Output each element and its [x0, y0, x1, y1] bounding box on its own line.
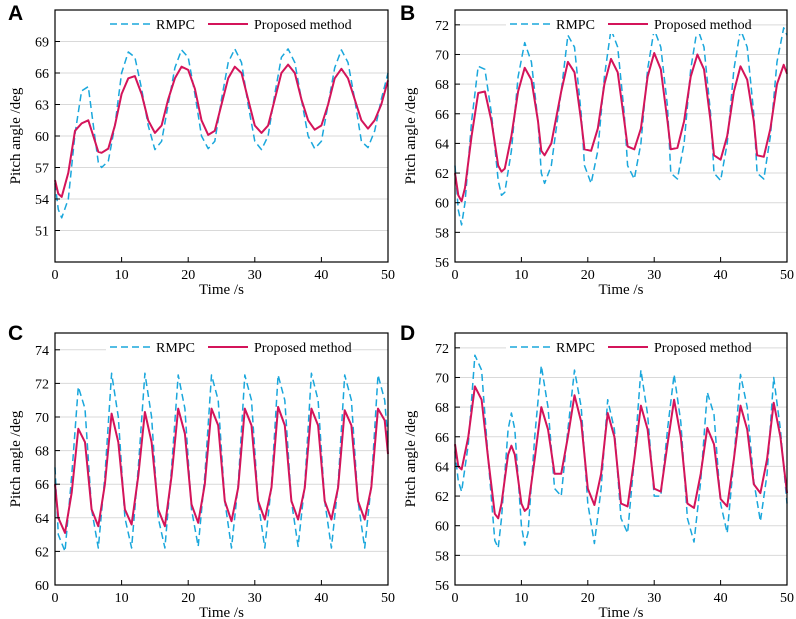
panel-letter: C	[8, 322, 23, 345]
x-tick-label: 30	[248, 591, 262, 606]
legend-proposed-label: Proposed method	[654, 18, 752, 33]
legend: RMPC Proposed method	[106, 337, 352, 357]
x-tick-label: 20	[581, 268, 595, 283]
y-tick-label: 72	[435, 19, 449, 34]
legend: RMPC Proposed method	[506, 337, 752, 357]
panel-d: D 56 58 60 62 64 66 68 70 72 0 10 20 30 40 50 Time /s Pit…	[400, 322, 794, 619]
y-tick-label: 64	[35, 512, 49, 527]
y-tick-label: 60	[435, 520, 449, 535]
x-tick-label: 40	[314, 268, 328, 283]
x-tick-label: 0	[452, 268, 459, 283]
y-tick-label: 58	[435, 226, 449, 241]
x-tick-label: 30	[647, 591, 661, 606]
x-tick-label: 50	[780, 591, 794, 606]
y-tick-label: 72	[35, 377, 49, 392]
rmpc-series-line	[54, 372, 389, 553]
x-tick-label: 20	[181, 591, 195, 606]
legend: RMPC Proposed method	[106, 14, 352, 34]
x-tick-label: 0	[52, 268, 59, 283]
plot-frame	[454, 332, 788, 586]
x-tick-label: 0	[52, 591, 59, 606]
x-tick-label: 10	[115, 268, 129, 283]
panel-b: B 56 58 60 62 64 66 68 70 72 0 10 20 30 40 50 Time /s Pit…	[400, 2, 794, 298]
x-axis-title: Time /s	[199, 282, 244, 298]
panel-letter: D	[400, 322, 415, 345]
rmpc-series-line	[454, 354, 788, 549]
y-tick-label: 60	[435, 197, 449, 212]
y-tick-label: 66	[35, 67, 49, 82]
legend-rmpc-label: RMPC	[156, 18, 195, 33]
y-tick-label: 56	[435, 579, 449, 594]
proposed-series-line	[54, 405, 389, 534]
x-tick-label: 50	[381, 268, 395, 283]
y-tick-label: 51	[35, 225, 49, 240]
y-axis-title: Pitch angle /deg	[8, 87, 24, 184]
x-tick-label: 30	[647, 268, 661, 283]
y-tick-label: 69	[35, 36, 49, 51]
proposed-series-line	[454, 385, 788, 520]
y-tick-label: 54	[35, 193, 49, 208]
proposed-series-line	[54, 63, 389, 198]
x-axis-title: Time /s	[199, 605, 244, 619]
y-axis-title: Pitch angle /deg	[403, 87, 419, 184]
y-tick-label: 68	[35, 445, 49, 460]
y-tick-label: 70	[35, 411, 49, 426]
legend-proposed-label: Proposed method	[254, 341, 352, 356]
legend-rmpc-label: RMPC	[556, 341, 595, 356]
y-tick-label: 62	[435, 490, 449, 505]
x-tick-label: 40	[714, 268, 728, 283]
x-axis-title: Time /s	[599, 605, 644, 619]
proposed-series-line	[454, 52, 788, 203]
panel-c: C 60 62 64 66 68 70 72 74 0 10 20 30 40 50 Time /s Pitch…	[8, 322, 395, 619]
y-tick-label: 60	[35, 579, 49, 594]
x-tick-label: 10	[514, 591, 528, 606]
y-tick-label: 66	[35, 478, 49, 493]
y-tick-label: 62	[35, 545, 49, 560]
x-tick-label: 30	[248, 268, 262, 283]
x-tick-label: 50	[381, 591, 395, 606]
legend: RMPC Proposed method	[506, 14, 752, 34]
y-tick-label: 70	[435, 48, 449, 63]
x-tick-label: 50	[780, 268, 794, 283]
y-tick-label: 66	[435, 108, 449, 123]
rmpc-series-line	[454, 27, 788, 226]
legend-proposed-label: Proposed method	[654, 341, 752, 356]
y-tick-label: 64	[435, 137, 449, 152]
y-tick-label: 58	[435, 549, 449, 564]
x-tick-label: 0	[452, 591, 459, 606]
y-tick-label: 68	[435, 401, 449, 416]
panel-a: A 51 54 57 60 63 66 69 0 10 20 30 40 50 Time /s Pitch a…	[8, 2, 395, 298]
plot-frame	[454, 9, 788, 263]
x-tick-label: 40	[314, 591, 328, 606]
y-tick-label: 63	[35, 99, 49, 114]
y-tick-label: 60	[35, 130, 49, 145]
x-tick-label: 20	[181, 268, 195, 283]
y-tick-label: 62	[435, 167, 449, 182]
panel-letter: B	[400, 2, 415, 25]
y-axis-title: Pitch angle /deg	[8, 410, 24, 507]
y-tick-label: 74	[35, 344, 49, 359]
x-tick-label: 40	[714, 591, 728, 606]
y-tick-label: 64	[435, 460, 449, 475]
legend-proposed-label: Proposed method	[254, 18, 352, 33]
x-tick-label: 10	[115, 591, 129, 606]
y-tick-label: 68	[435, 78, 449, 93]
x-axis-title: Time /s	[599, 282, 644, 298]
x-tick-label: 10	[514, 268, 528, 283]
plot-frame	[54, 332, 389, 586]
y-tick-label: 72	[435, 342, 449, 357]
y-tick-label: 57	[35, 162, 49, 177]
legend-rmpc-label: RMPC	[156, 341, 195, 356]
legend-rmpc-label: RMPC	[556, 18, 595, 33]
y-tick-label: 66	[435, 431, 449, 446]
y-tick-label: 70	[435, 371, 449, 386]
y-axis-title: Pitch angle /deg	[403, 410, 419, 507]
y-tick-label: 56	[435, 256, 449, 271]
x-tick-label: 20	[581, 591, 595, 606]
panel-letter: A	[8, 2, 23, 25]
